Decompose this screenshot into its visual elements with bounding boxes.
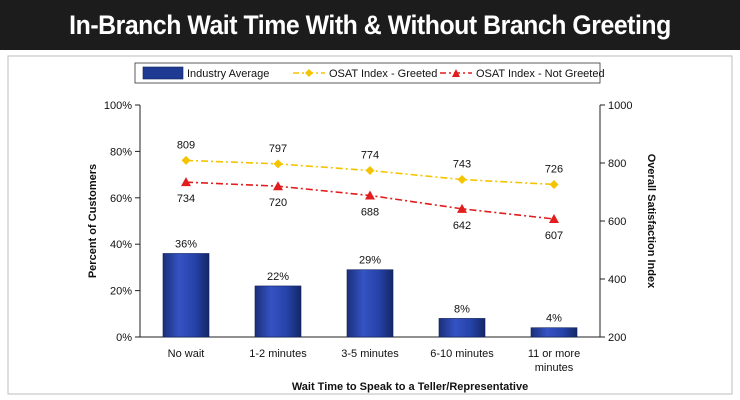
line-data-label-greeted: 774	[361, 150, 379, 162]
point-greeted	[457, 175, 467, 185]
point-not-greeted	[181, 177, 191, 187]
right-tick-label: 800	[608, 158, 626, 170]
right-tick-label: 600	[608, 216, 626, 228]
left-tick-label: 80%	[110, 146, 132, 158]
line-data-label-not-greeted: 720	[269, 197, 287, 209]
y-axis-title: Percent of Customers	[87, 164, 99, 278]
line-data-label-greeted: 726	[545, 163, 563, 175]
legend-marker-greeted	[305, 69, 313, 77]
point-greeted	[549, 179, 559, 189]
line-data-label-not-greeted: 734	[177, 193, 195, 205]
point-greeted	[181, 155, 191, 165]
title-bar: In-Branch Wait Time With & Without Branc…	[0, 0, 740, 50]
left-tick-label: 0%	[116, 332, 132, 344]
line-data-label-greeted: 743	[453, 159, 471, 171]
x-tick-label: 6-10 minutes	[430, 348, 494, 360]
legend-marker-not-greeted	[452, 69, 460, 77]
bar-industry-average	[346, 269, 394, 338]
y2-axis-title: Overall Satisfaction Index	[645, 154, 657, 289]
x-axis-title: Wait Time to Speak to a Teller/Represent…	[292, 381, 528, 393]
bar-data-label: 8%	[454, 303, 470, 315]
right-tick-label: 200	[608, 332, 626, 344]
point-greeted	[273, 159, 283, 169]
right-tick-label: 1000	[608, 100, 632, 112]
line-data-label-not-greeted: 688	[361, 206, 379, 218]
left-tick-label: 40%	[110, 239, 132, 251]
x-tick-label: 3-5 minutes	[341, 348, 399, 360]
left-tick-label: 60%	[110, 193, 132, 205]
line-data-label-not-greeted: 607	[545, 230, 563, 242]
bar-industry-average	[162, 253, 210, 338]
bar-industry-average	[254, 285, 302, 338]
point-not-greeted	[273, 181, 283, 191]
legend-swatch-industry-average	[142, 66, 184, 80]
legend-box	[134, 62, 601, 84]
point-greeted	[365, 166, 375, 176]
line-data-label-not-greeted: 642	[453, 220, 471, 232]
bar-industry-average	[530, 327, 578, 338]
chart-border	[7, 55, 733, 395]
left-tick-label: 20%	[110, 286, 132, 298]
point-not-greeted	[365, 190, 375, 200]
legend-label-not-greeted: OSAT Index - Not Greeted	[476, 68, 605, 80]
legend-label-greeted: OSAT Index - Greeted	[329, 68, 437, 80]
x-tick-label: No wait	[168, 348, 205, 360]
point-not-greeted	[457, 203, 467, 213]
x-tick-label: minutes	[535, 362, 574, 374]
left-tick-label: 100%	[104, 100, 132, 112]
x-tick-label: 1-2 minutes	[249, 348, 307, 360]
bar-industry-average	[438, 318, 486, 338]
line-data-label-greeted: 797	[269, 143, 287, 155]
chart-area: Industry Average OSAT Index - Greeted OSAT…	[0, 50, 740, 400]
bar-data-label: 4%	[546, 313, 562, 325]
chart-svg: Industry Average OSAT Index - Greeted OSAT…	[7, 55, 733, 395]
line-data-label-greeted: 809	[177, 139, 195, 151]
legend-label-industry-average: Industry Average	[187, 68, 269, 80]
x-tick-label: 11 or more	[528, 348, 580, 360]
bar-data-label: 36%	[175, 238, 197, 250]
bar-data-label: 22%	[267, 271, 289, 283]
right-tick-label: 400	[608, 274, 626, 286]
bar-data-label: 29%	[359, 255, 381, 267]
point-not-greeted	[549, 213, 559, 223]
chart-title: In-Branch Wait Time With & Without Branc…	[69, 9, 671, 40]
